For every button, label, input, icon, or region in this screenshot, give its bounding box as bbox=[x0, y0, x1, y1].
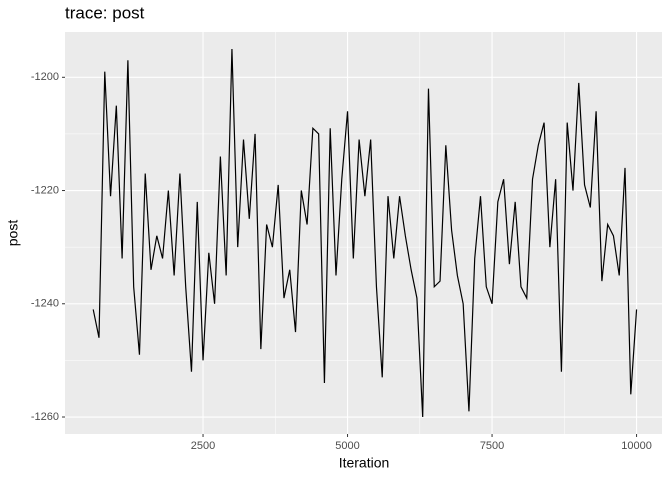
y-tick-label: -1260 bbox=[31, 411, 59, 423]
x-axis-title: Iteration bbox=[339, 455, 390, 471]
y-tick-label: -1220 bbox=[31, 184, 59, 196]
y-tick-label: -1200 bbox=[31, 71, 59, 83]
trace-line bbox=[92, 48, 638, 418]
y-tick-label: -1240 bbox=[31, 298, 59, 310]
x-tick-label: 2500 bbox=[191, 440, 215, 452]
panel bbox=[65, 32, 662, 434]
x-tick-label: 7500 bbox=[480, 440, 504, 452]
chart-title: trace: post bbox=[65, 3, 145, 22]
x-tick-label: 10000 bbox=[621, 440, 652, 452]
y-axis-title: post bbox=[5, 220, 21, 247]
x-tick-label: 5000 bbox=[335, 440, 359, 452]
